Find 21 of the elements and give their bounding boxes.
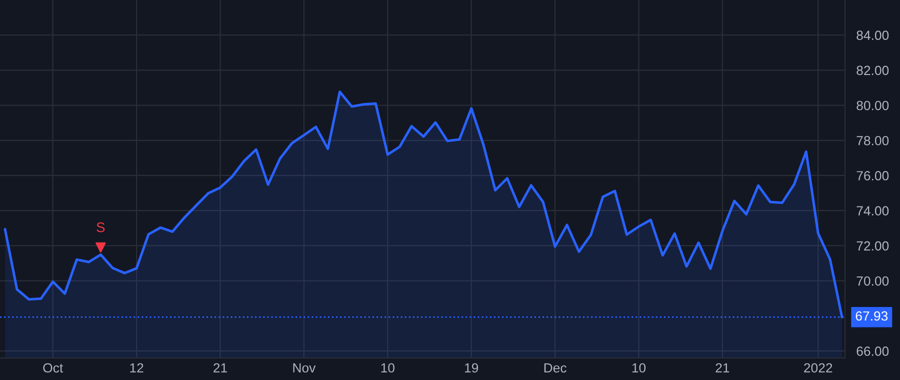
x-tick-label: 10 [632,363,646,373]
x-tick-label: 2022 [804,363,832,373]
y-tick-label: 74.00 [856,206,889,216]
y-tick-label: 72.00 [856,241,889,251]
x-tick-label: Oct [43,363,64,373]
y-tick-label: 82.00 [856,66,889,76]
x-tick-label: 10 [381,363,394,373]
ref-line-label: 67.93 [856,311,888,321]
y-tick-label: 66.00 [856,346,889,356]
y-tick-label: 84.00 [856,30,889,40]
y-tick-label: 80.00 [856,100,889,110]
x-tick-label: 21 [214,363,227,372]
y-tick-label: 76.00 [856,171,889,180]
series-label: S [96,222,105,232]
x-tick-label: Nov [293,363,316,373]
x-tick-label: 19 [465,363,478,373]
x-tick-label: 12 [130,363,144,372]
x-tick-label: Dec [544,363,566,373]
y-tick-label: 70.00 [856,276,889,286]
x-tick-label: 21 [716,363,730,372]
y-tick-label: 78.00 [856,136,889,146]
